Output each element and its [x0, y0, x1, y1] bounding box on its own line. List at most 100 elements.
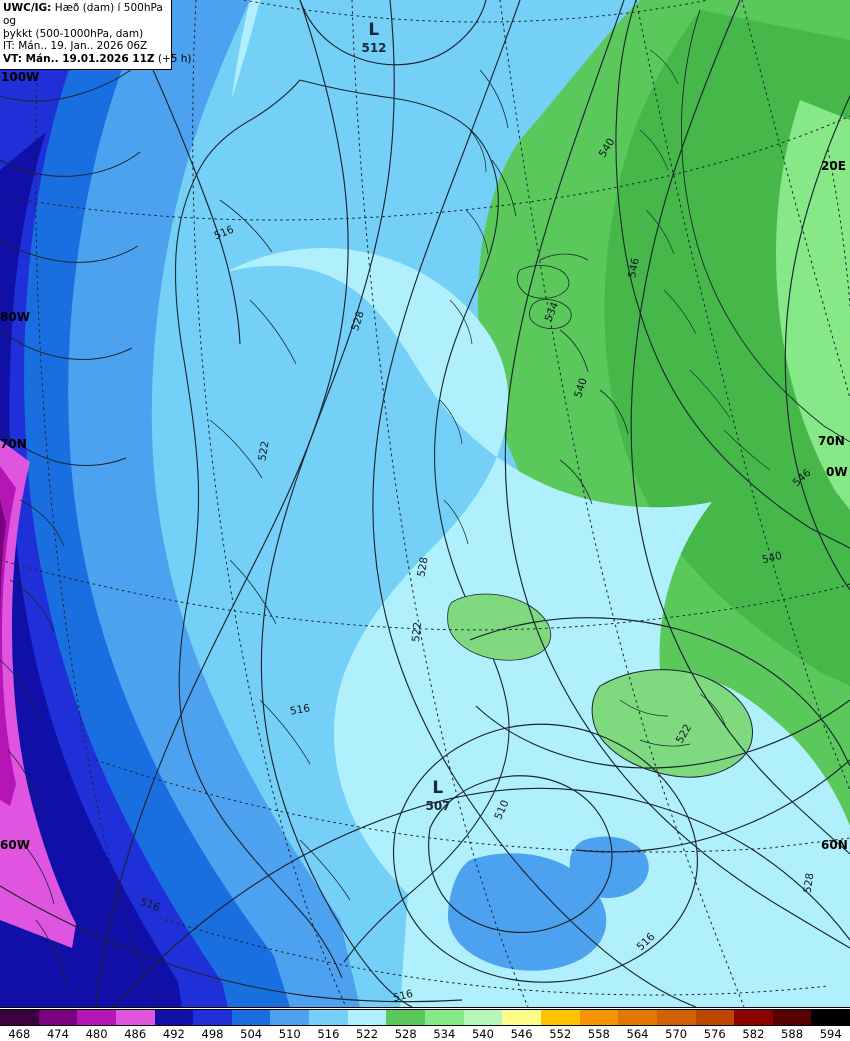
- colorbar-swatch-12: [463, 1010, 503, 1025]
- colorbar-tick-492: 492: [162, 1027, 185, 1041]
- colorbar-tick-552: 552: [549, 1027, 572, 1041]
- info-source-label: UWC/IG:: [3, 2, 52, 14]
- meridian-20e: [827, 149, 850, 307]
- greenland-south-green: [447, 593, 552, 661]
- parallel-80n: [243, 0, 709, 23]
- fill-band-510-low-core: [447, 853, 607, 971]
- contour-546: [630, 0, 850, 855]
- scandinavia-detail: [639, 49, 771, 471]
- meridian-60w: [351, 0, 529, 1007]
- fill-band-540: [776, 100, 850, 510]
- colorbar-tick-534: 534: [433, 1027, 456, 1041]
- contour-522-n: [95, 0, 349, 1007]
- colorbar-tick-486: 486: [124, 1027, 147, 1041]
- colorbar-swatch-1: [38, 1010, 78, 1025]
- colorbar-swatch-13: [502, 1010, 541, 1025]
- fill-band-516-central: [200, 0, 544, 200]
- colorbar-swatch-19: [734, 1010, 773, 1025]
- colorbar-legend: 468 474 480 486 492 498 504 510 516 522 528 534 540 5…: [0, 1007, 850, 1041]
- contour-546b: [784, 95, 850, 591]
- greenland-coastline: [174, 79, 343, 979]
- info-line-product: UWC/IG: Hæð (dam) í 500hPa og: [3, 2, 168, 28]
- colorbar-swatch-14: [540, 1010, 580, 1025]
- fill-band-486: [0, 440, 76, 948]
- info-line-valid-time: VT: Mán.. 19.01.2026 11Z (+5 h): [3, 53, 192, 66]
- colorbar-swatch-11: [425, 1010, 464, 1025]
- colorbar-tick-516: 516: [317, 1027, 340, 1041]
- iceland-coastline: [591, 669, 753, 778]
- colorbar-tick-558: 558: [587, 1027, 610, 1041]
- contour-534: [372, 0, 697, 1007]
- colorbar-swatches: [0, 1009, 850, 1026]
- colorbar-swatch-2: [77, 1010, 116, 1025]
- colorbar-swatch-9: [347, 1010, 387, 1025]
- fill-band-474: [0, 500, 6, 760]
- colorbar-tick-480: 480: [85, 1027, 108, 1041]
- colorbar-tick-582: 582: [742, 1027, 765, 1041]
- colorbar-tick-468: 468: [8, 1027, 31, 1041]
- colorbar-tick-588: 588: [781, 1027, 804, 1041]
- colorbar-swatch-6: [231, 1010, 271, 1025]
- fill-band-492: [0, 132, 182, 1007]
- colorbar-tick-576: 576: [703, 1027, 726, 1041]
- greenland-interior-detail: [209, 199, 351, 901]
- colorbar-ticks: 468 474 480 486 492 498 504 510 516 522 528 534 540 5…: [0, 1027, 850, 1041]
- contour-lines: [0, 0, 850, 1007]
- info-line-init-time: IT: Mán.. 19. Jan.. 2026 06Z: [3, 40, 148, 53]
- colorbar-swatch-17: [656, 1010, 696, 1025]
- colorbar-swatch-3: [115, 1010, 155, 1025]
- greenland-coastline-east: [299, 79, 510, 963]
- graticule: [0, 0, 850, 1007]
- colorbar-swatch-18: [695, 1010, 735, 1025]
- contour-507-inner: [428, 775, 613, 933]
- info-valid-label: VT: Mán.. 19.01.2026 11Z: [3, 53, 155, 66]
- contour-510-low: [393, 723, 699, 983]
- colorbar-swatch-0: [0, 1010, 39, 1025]
- canada-islands: [0, 499, 67, 985]
- colorbar-tick-474: 474: [46, 1027, 69, 1041]
- contour-522-arc: [469, 617, 850, 767]
- colorbar-swatch-10: [386, 1010, 426, 1025]
- colorbar-tick-528: 528: [394, 1027, 417, 1041]
- colorbar-tick-522: 522: [356, 1027, 379, 1041]
- greenland-fjords: [439, 129, 491, 645]
- colorbar-tick-504: 504: [240, 1027, 263, 1041]
- info-valid-offset: (+5 h): [154, 53, 192, 66]
- map-canvas[interactable]: L 512 L 507 100W 80W 70N 60W 20E 70N 0W …: [0, 0, 850, 1007]
- meridian-0w: [741, 0, 850, 399]
- parallel-60n: [0, 559, 850, 631]
- info-product-text: Hæð (dam) í 500hPa og: [3, 2, 163, 27]
- norway-coast-fine: [681, 9, 850, 443]
- map-graphic: [0, 0, 850, 1007]
- colorbar-tick-546: 546: [510, 1027, 533, 1041]
- parallel-70n: [0, 115, 850, 221]
- contour-522-e: [475, 699, 850, 769]
- colorbar-tick-540: 540: [471, 1027, 494, 1041]
- colorbar-swatch-8: [309, 1010, 348, 1025]
- colorbar-swatch-5: [193, 1010, 232, 1025]
- meridian-20w: [635, 0, 850, 791]
- colorbar-tick-510: 510: [278, 1027, 301, 1041]
- meridian-80w: [192, 0, 347, 1007]
- colorbar-swatch-7: [270, 1010, 310, 1025]
- coastline-overlay: [479, 69, 629, 505]
- colorbar-tick-570: 570: [665, 1027, 688, 1041]
- colorbar-swatch-15: [579, 1010, 619, 1025]
- colorbar-swatch-20: [772, 1010, 812, 1025]
- contour-512-low: [299, 0, 487, 66]
- fill-band-480: [0, 466, 16, 806]
- contour-516-s2: [0, 885, 463, 1003]
- contour-528-e: [575, 759, 850, 853]
- colorbar-tick-498: 498: [201, 1027, 224, 1041]
- colorbar-swatch-4: [154, 1010, 194, 1025]
- colorbar-tick-564: 564: [626, 1027, 649, 1041]
- contour-540: [504, 0, 850, 949]
- info-line-thickness: þykkt (500-1000hPa, dam): [3, 27, 144, 40]
- colorbar-swatch-21: [811, 1010, 850, 1025]
- map-info-box: UWC/IG: Hæð (dam) í 500hPa og þykkt (500…: [0, 0, 192, 70]
- iceland-interior: [619, 693, 727, 747]
- small-islands: [516, 265, 572, 329]
- contour-528-n: [260, 0, 413, 1007]
- parallel-55n: [95, 759, 850, 853]
